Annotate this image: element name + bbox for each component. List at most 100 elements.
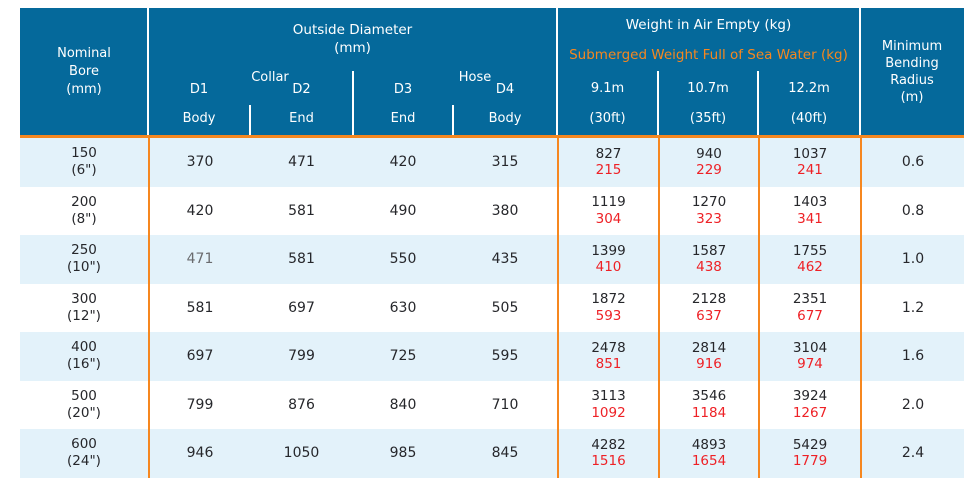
header-divider bbox=[859, 8, 861, 135]
air-weight-value: 4282 bbox=[591, 436, 626, 453]
submerged-weight-value: 215 bbox=[595, 162, 622, 179]
col-subheader-35ft: (35ft) bbox=[689, 111, 727, 126]
bending-radius-value: 2.0 bbox=[860, 380, 964, 429]
weight-cell-10-7m: 1587 438 bbox=[658, 235, 758, 284]
air-weight-value: 1037 bbox=[792, 145, 828, 162]
submerged-weight-value: 1516 bbox=[591, 453, 626, 470]
table-row: 400 (16") 697 799 725 595 2478 851 2814 … bbox=[20, 332, 964, 381]
mbr-line: Minimum bbox=[881, 38, 943, 54]
weight-cell-10-7m: 2128 637 bbox=[658, 283, 758, 332]
d1-value: 471 bbox=[148, 235, 250, 284]
weight-cell-9-1m: 3113 1092 bbox=[557, 380, 658, 429]
nominal-bore-cell: 600 (24") bbox=[20, 429, 148, 478]
col-subheader-d2-end: End bbox=[289, 111, 314, 126]
nominal-bore-line: Bore bbox=[69, 63, 99, 79]
col-header-length-10-7m: 10.7m bbox=[687, 81, 729, 96]
submerged-weight-value: 229 bbox=[696, 162, 722, 179]
air-weight-value: 1587 bbox=[691, 242, 727, 259]
submerged-weight-value: 851 bbox=[595, 356, 622, 373]
air-weight-value: 1270 bbox=[691, 194, 727, 211]
weight-cell-10-7m: 1270 323 bbox=[658, 186, 758, 235]
air-weight-value: 2814 bbox=[691, 339, 727, 356]
bending-radius-value: 1.2 bbox=[860, 283, 964, 332]
col-header-d2: D2 bbox=[292, 82, 311, 97]
air-weight-value: 1119 bbox=[591, 194, 626, 211]
table-header: Nominal Bore (mm) Outside Diameter (mm) … bbox=[20, 8, 964, 135]
air-weight-value: 2478 bbox=[591, 339, 626, 356]
d4-value: 505 bbox=[491, 299, 519, 316]
weight-cell-12-2m: 3924 1267 bbox=[758, 380, 860, 429]
bore-mm: 500 bbox=[71, 387, 97, 404]
air-weight-value: 1403 bbox=[792, 194, 828, 211]
bending-radius-value: 1.0 bbox=[860, 235, 964, 284]
header-divider bbox=[249, 105, 251, 135]
col-subheader-d3-end: End bbox=[390, 111, 416, 126]
bore-mm: 200 bbox=[71, 193, 97, 210]
d1-value: 697 bbox=[148, 332, 250, 381]
submerged-weight-value: 1184 bbox=[691, 404, 727, 421]
submerged-weight-value: 974 bbox=[797, 356, 823, 373]
col-header-min-bending-radius: Minimum Bending Radius (m) bbox=[860, 8, 964, 135]
weight-cell-9-1m: 1119 304 bbox=[557, 186, 658, 235]
bore-inches: (16") bbox=[67, 356, 101, 373]
bore-mm: 600 bbox=[71, 436, 97, 453]
submerged-weight-value: 677 bbox=[797, 307, 823, 324]
col-header-nominal-bore: Nominal Bore (mm) bbox=[20, 8, 148, 135]
col-subheader-d1-body: Body bbox=[182, 111, 216, 126]
bore-mm: 300 bbox=[71, 290, 97, 307]
bending-radius-value: 1.6 bbox=[860, 332, 964, 381]
d3-value: 490 bbox=[389, 202, 417, 219]
nominal-bore-cell: 150 (6") bbox=[20, 138, 148, 187]
table-row: 200 (8") 420 581 490 380 1119 304 1270 3… bbox=[20, 186, 964, 235]
weight-cell-12-2m: 1403 341 bbox=[758, 186, 860, 235]
d2-value: 799 bbox=[288, 348, 315, 365]
d1-value: 946 bbox=[148, 429, 250, 478]
mbr-line: Radius bbox=[890, 72, 934, 88]
weight-cell-12-2m: 1755 462 bbox=[758, 235, 860, 284]
submerged-weight-value: 1267 bbox=[792, 404, 828, 421]
d4-value: 435 bbox=[491, 251, 519, 268]
header-divider bbox=[147, 8, 149, 135]
bore-mm: 400 bbox=[71, 339, 97, 356]
weight-in-air-title: Weight in Air Empty (kg) bbox=[625, 17, 792, 33]
d2-value: 1050 bbox=[283, 445, 320, 462]
weight-cell-12-2m: 3104 974 bbox=[758, 332, 860, 381]
weight-cell-12-2m: 5429 1779 bbox=[758, 429, 860, 478]
d1-value: 420 bbox=[148, 186, 250, 235]
submerged-weight-value: 1092 bbox=[591, 404, 626, 421]
d3-value: 985 bbox=[389, 445, 417, 462]
air-weight-value: 3104 bbox=[792, 339, 828, 356]
col-subheader-d4-body: Body bbox=[488, 111, 522, 126]
weight-cell-9-1m: 1399 410 bbox=[557, 235, 658, 284]
air-weight-value: 5429 bbox=[792, 436, 828, 453]
d3-value: 420 bbox=[389, 154, 417, 171]
d4-value: 380 bbox=[491, 202, 519, 219]
submerged-weight-value: 593 bbox=[595, 307, 622, 324]
mbr-line: Bending bbox=[885, 55, 939, 71]
mbr-line: (m) bbox=[900, 89, 924, 105]
weight-cell-12-2m: 2351 677 bbox=[758, 283, 860, 332]
d1-value: 370 bbox=[148, 138, 250, 187]
air-weight-value: 2351 bbox=[792, 291, 828, 308]
weight-cell-10-7m: 940 229 bbox=[658, 138, 758, 187]
d2-value: 876 bbox=[288, 396, 315, 413]
d3-value: 550 bbox=[389, 251, 417, 268]
nominal-bore-cell: 250 (10") bbox=[20, 235, 148, 284]
table-row: 300 (12") 581 697 630 505 1872 593 2128 … bbox=[20, 283, 964, 332]
d2-value: 581 bbox=[288, 251, 315, 268]
weight-cell-9-1m: 1872 593 bbox=[557, 283, 658, 332]
submerged-weight-value: 438 bbox=[696, 259, 722, 276]
d4-value: 845 bbox=[491, 445, 519, 462]
table-row: 500 (20") 799 876 840 710 3113 1092 3546… bbox=[20, 380, 964, 429]
air-weight-value: 4893 bbox=[691, 436, 727, 453]
submerged-weight-value: 916 bbox=[696, 356, 722, 373]
table-body: 150 (6") 370 471 420 315 827 215 940 229… bbox=[20, 138, 964, 478]
air-weight-value: 1399 bbox=[591, 242, 626, 259]
submerged-weight-value: 304 bbox=[595, 210, 622, 227]
col-header-d4: D4 bbox=[495, 82, 515, 97]
submerged-weight-title: Submerged Weight Full of Sea Water (kg) bbox=[569, 47, 848, 63]
bore-mm: 150 bbox=[71, 145, 97, 162]
air-weight-value: 827 bbox=[595, 145, 622, 162]
outside-diameter-unit: (mm) bbox=[334, 40, 371, 56]
d3-value: 725 bbox=[389, 348, 417, 365]
